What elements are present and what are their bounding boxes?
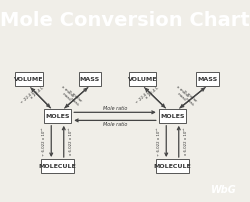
FancyBboxPatch shape — [44, 109, 72, 123]
FancyBboxPatch shape — [159, 109, 186, 123]
Text: MASS: MASS — [198, 77, 218, 82]
Text: MOLECULE: MOLECULE — [154, 164, 192, 169]
Text: x 22.4 L: x 22.4 L — [30, 86, 44, 100]
Text: MOLES: MOLES — [160, 114, 185, 119]
Text: ÷ molar
mass: ÷ molar mass — [179, 89, 198, 107]
Text: ÷ 6.022 x 10²³: ÷ 6.022 x 10²³ — [157, 127, 161, 156]
FancyBboxPatch shape — [15, 72, 42, 86]
Text: ÷ 6.022 x 10²³: ÷ 6.022 x 10²³ — [42, 127, 46, 156]
Text: x 6.022 x 10²³: x 6.022 x 10²³ — [184, 128, 188, 155]
Text: ÷ 22.4 L: ÷ 22.4 L — [20, 90, 36, 105]
FancyBboxPatch shape — [196, 72, 219, 86]
Text: Mole Conversion Chart: Mole Conversion Chart — [0, 11, 250, 30]
Text: Mole ratio: Mole ratio — [103, 122, 127, 127]
FancyBboxPatch shape — [128, 72, 156, 86]
Text: Mole ratio: Mole ratio — [103, 106, 127, 111]
Text: x 6.022 x 10²³: x 6.022 x 10²³ — [69, 128, 73, 155]
Text: MOLES: MOLES — [45, 114, 70, 119]
FancyBboxPatch shape — [41, 160, 74, 173]
FancyBboxPatch shape — [78, 72, 102, 86]
Text: WbG: WbG — [211, 185, 236, 195]
Text: VOLUME: VOLUME — [14, 77, 44, 82]
Text: ÷ molar
mass: ÷ molar mass — [64, 89, 82, 107]
Text: ÷ 22.4 L: ÷ 22.4 L — [135, 90, 150, 105]
Text: x 22.4 L: x 22.4 L — [144, 86, 159, 100]
Text: MASS: MASS — [80, 77, 100, 82]
Text: MOLECULE: MOLECULE — [38, 164, 76, 169]
Text: x molar
mass: x molar mass — [172, 85, 190, 102]
FancyBboxPatch shape — [156, 160, 189, 173]
Text: x molar
mass: x molar mass — [57, 85, 74, 102]
Text: VOLUME: VOLUME — [128, 77, 157, 82]
